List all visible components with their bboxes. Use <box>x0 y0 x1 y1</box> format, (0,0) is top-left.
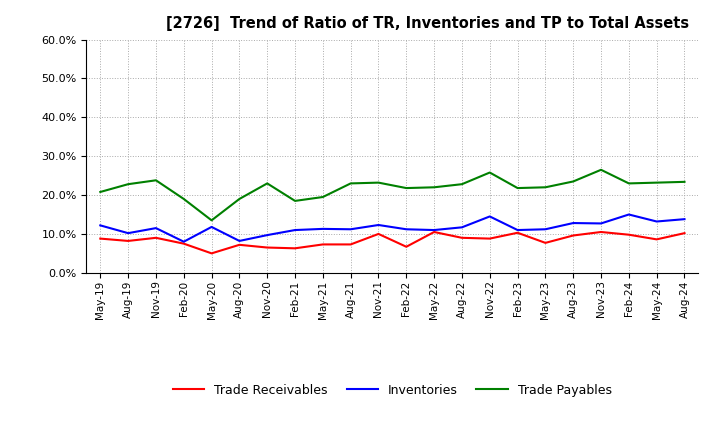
Trade Payables <box>179 196 188 202</box>
Trade Payables <box>597 167 606 172</box>
Trade Payables <box>485 170 494 175</box>
Trade Receivables <box>541 240 550 246</box>
Inventories <box>541 227 550 232</box>
Trade Payables <box>513 185 522 191</box>
Inventories <box>624 212 633 217</box>
Inventories <box>485 214 494 219</box>
Trade Receivables <box>124 238 132 244</box>
Trade Payables <box>152 178 161 183</box>
Trade Receivables <box>624 232 633 237</box>
Trade Payables <box>207 218 216 223</box>
Trade Receivables <box>346 242 355 247</box>
Inventories <box>374 222 383 227</box>
Trade Payables <box>652 180 661 185</box>
Text: [2726]  Trend of Ratio of TR, Inventories and TP to Total Assets: [2726] Trend of Ratio of TR, Inventories… <box>166 16 689 32</box>
Trade Receivables <box>458 235 467 240</box>
Trade Payables <box>430 185 438 190</box>
Inventories <box>179 239 188 244</box>
Trade Payables <box>291 198 300 204</box>
Inventories <box>430 227 438 233</box>
Trade Payables <box>96 189 104 194</box>
Trade Receivables <box>96 236 104 241</box>
Trade Payables <box>624 181 633 186</box>
Inventories <box>152 225 161 231</box>
Inventories <box>124 231 132 236</box>
Trade Receivables <box>597 229 606 235</box>
Inventories <box>680 216 689 222</box>
Line: Trade Payables: Trade Payables <box>100 170 685 220</box>
Trade Receivables <box>430 229 438 235</box>
Inventories <box>207 224 216 230</box>
Trade Receivables <box>569 233 577 238</box>
Trade Receivables <box>513 230 522 235</box>
Inventories <box>346 227 355 232</box>
Inventories <box>597 221 606 226</box>
Trade Payables <box>402 185 410 191</box>
Inventories <box>318 226 327 231</box>
Legend: Trade Receivables, Inventories, Trade Payables: Trade Receivables, Inventories, Trade Pa… <box>168 379 617 402</box>
Trade Receivables <box>652 237 661 242</box>
Trade Receivables <box>402 244 410 249</box>
Trade Payables <box>569 179 577 184</box>
Trade Payables <box>235 196 243 202</box>
Trade Receivables <box>263 245 271 250</box>
Trade Receivables <box>680 231 689 236</box>
Trade Receivables <box>179 241 188 246</box>
Trade Receivables <box>318 242 327 247</box>
Inventories <box>652 219 661 224</box>
Trade Receivables <box>235 242 243 247</box>
Trade Payables <box>346 181 355 186</box>
Trade Receivables <box>207 251 216 256</box>
Trade Payables <box>680 179 689 184</box>
Inventories <box>263 232 271 238</box>
Trade Payables <box>374 180 383 185</box>
Trade Payables <box>541 185 550 190</box>
Trade Payables <box>124 182 132 187</box>
Inventories <box>402 227 410 232</box>
Inventories <box>96 223 104 228</box>
Trade Receivables <box>152 235 161 240</box>
Inventories <box>235 238 243 244</box>
Trade Receivables <box>291 246 300 251</box>
Inventories <box>569 220 577 226</box>
Trade Payables <box>263 181 271 186</box>
Inventories <box>513 227 522 233</box>
Trade Receivables <box>485 236 494 241</box>
Inventories <box>291 227 300 233</box>
Line: Inventories: Inventories <box>100 214 685 242</box>
Inventories <box>458 225 467 230</box>
Trade Receivables <box>374 231 383 237</box>
Trade Payables <box>318 194 327 200</box>
Line: Trade Receivables: Trade Receivables <box>100 232 685 253</box>
Trade Payables <box>458 182 467 187</box>
